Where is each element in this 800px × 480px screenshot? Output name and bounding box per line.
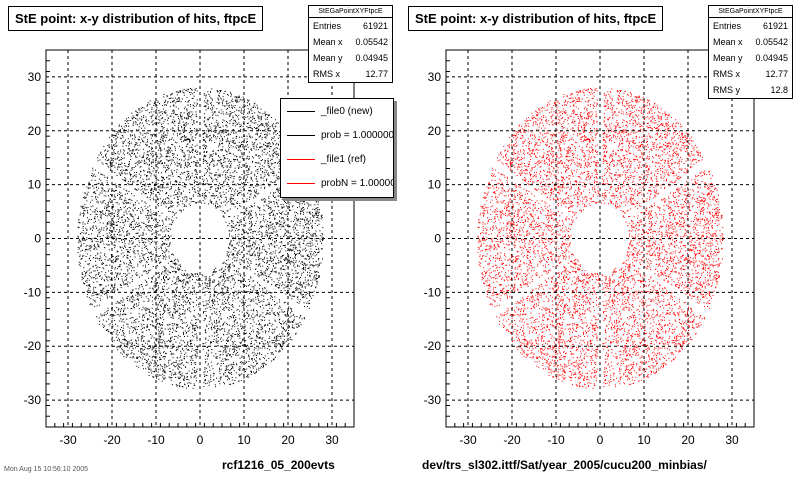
right-stats-row: RMS x 12.77: [709, 66, 792, 82]
stats-label: RMS x: [313, 69, 340, 79]
scatter-points: [477, 88, 724, 389]
stats-value: 61921: [762, 21, 788, 31]
stats-label: Mean y: [713, 53, 743, 63]
x-tick-label: -10: [147, 433, 165, 447]
y-tick-label: 30: [428, 70, 442, 84]
x-tick-label: -30: [59, 433, 77, 447]
legend-label: probN = 1.000000: [321, 177, 394, 189]
right-stats-box: StEGaPointXYFtpcE Entries 61921 Mean x 0.0…: [708, 5, 793, 99]
right-stats-row: Mean y 0.04945: [709, 50, 792, 66]
y-tick-label: 10: [428, 178, 442, 192]
left-stats-header: StEGaPointXYFtpcE: [309, 6, 392, 18]
legend-label: _file0 (new): [321, 105, 373, 117]
legend-box: _file0 (new) prob = 1.000000 _file1 (ref…: [280, 98, 394, 198]
legend-entry: prob = 1.000000: [281, 123, 393, 147]
x-tick-label: 0: [597, 433, 604, 447]
x-tick-label: 30: [725, 433, 739, 447]
x-tick-label: 10: [237, 433, 251, 447]
left-stats-row: Mean x 0.05542: [309, 34, 392, 50]
x-tick-label: 30: [325, 433, 339, 447]
x-tick-label: 20: [281, 433, 295, 447]
legend-line: [287, 110, 315, 112]
legend-entry: probN = 1.000000: [281, 171, 393, 195]
stats-label: Mean x: [313, 37, 343, 47]
stats-value: 12.77: [765, 69, 788, 79]
x-tick-label: 10: [637, 433, 651, 447]
y-tick-label: 0: [434, 232, 441, 246]
stats-value: 0.04945: [355, 53, 388, 63]
stats-value: 61921: [362, 21, 388, 31]
stats-value: 0.05542: [755, 37, 788, 47]
legend-entry: _file1 (ref): [281, 147, 393, 171]
legend-label: prob = 1.000000: [321, 129, 394, 141]
right-stats-header: StEGaPointXYFtpcE: [709, 6, 792, 18]
left-stats-row: Mean y 0.04945: [309, 50, 392, 66]
y-tick-label: 0: [34, 232, 41, 246]
left-panel: StE point: x-y distribution of hits, ftp…: [8, 5, 394, 472]
left-stats-box: StEGaPointXYFtpcE Entries 61921 Mean x 0.0…: [308, 5, 393, 83]
stats-value: 0.04945: [755, 53, 788, 63]
right-stats-row: Entries 61921: [709, 18, 792, 34]
right-panel: StE point: x-y distribution of hits, ftp…: [400, 0, 800, 480]
footer-timestamp: Mon Aug 15 10:56:10 2005: [4, 466, 89, 473]
y-tick-label: 20: [428, 124, 442, 138]
stats-value: 0.05542: [355, 37, 388, 47]
legend-line: [287, 158, 315, 160]
legend-entry: _file0 (new): [281, 99, 393, 123]
y-tick-label: -10: [24, 285, 42, 299]
left-title: StE point: x-y distribution of hits, ftp…: [8, 6, 264, 31]
y-tick-label: -20: [24, 339, 42, 353]
x-tick-label: -20: [503, 433, 521, 447]
stats-value: 12.8: [770, 85, 788, 95]
y-tick-label: -30: [24, 393, 42, 407]
y-tick-label: -30: [424, 393, 442, 407]
left-plot: -30 -20 -10 0 10 20 30 -30 -20 -10 0 10 20 30: [24, 49, 355, 447]
stats-value: 12.77: [365, 69, 388, 79]
x-tick-label: 20: [681, 433, 695, 447]
x-tick-label: 0: [197, 433, 204, 447]
right-title: StE point: x-y distribution of hits, ftp…: [408, 6, 664, 31]
x-tick-label: -10: [547, 433, 565, 447]
y-tick-label: 20: [28, 124, 42, 138]
stats-label: Entries: [713, 21, 742, 31]
legend-line: [287, 182, 315, 184]
plot-frame: [45, 49, 355, 428]
left-stats-row: RMS x 12.77: [309, 66, 392, 82]
left-stats-row: Entries 61921: [309, 18, 392, 34]
legend-line: [287, 134, 315, 136]
y-tick-label: 10: [28, 178, 42, 192]
plot-frame: [445, 49, 755, 428]
stats-label: RMS y: [713, 85, 740, 95]
x-tick-label: -20: [103, 433, 121, 447]
stats-label: Entries: [313, 21, 342, 31]
y-tick-label: -20: [424, 339, 442, 353]
legend-label: _file1 (ref): [321, 153, 367, 165]
right-caption: dev/trs_sl302.ittf/Sat/year_2005/cucu200…: [422, 458, 707, 472]
stats-label: Mean x: [713, 37, 743, 47]
y-tick-label: 30: [28, 70, 42, 84]
left-caption: rcf1216_05_200evts: [222, 458, 335, 472]
right-stats-row: RMS y 12.8: [709, 82, 792, 98]
right-plot: -30 -20 -10 0 10 20 30 -30 -20 -10 0 10 20 30: [424, 49, 755, 447]
y-tick-label: -10: [424, 285, 442, 299]
stats-label: Mean y: [313, 53, 343, 63]
right-stats-row: Mean x 0.05542: [709, 34, 792, 50]
x-tick-label: -30: [459, 433, 477, 447]
stats-label: RMS x: [713, 69, 740, 79]
